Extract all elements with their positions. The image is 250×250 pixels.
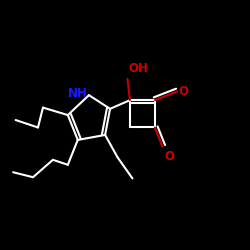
Text: NH: NH [68, 88, 88, 101]
Text: O: O [165, 150, 175, 163]
Text: OH: OH [129, 62, 148, 75]
Text: O: O [178, 85, 188, 98]
